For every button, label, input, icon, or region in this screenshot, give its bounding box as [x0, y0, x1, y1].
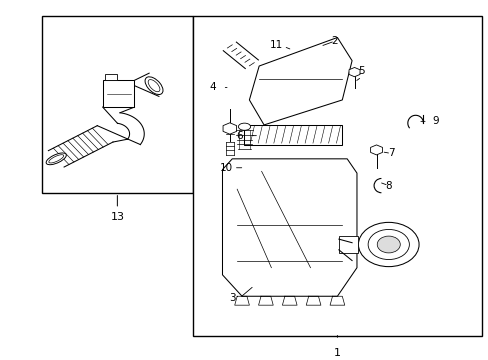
Bar — [193, 16, 481, 336]
Bar — [338, 235, 358, 253]
Polygon shape — [249, 37, 351, 125]
Text: 10: 10 — [219, 163, 232, 173]
Text: 11: 11 — [269, 40, 283, 50]
Ellipse shape — [148, 80, 160, 92]
Bar — [105, 74, 117, 80]
Circle shape — [358, 222, 418, 267]
Text: 9: 9 — [431, 116, 438, 126]
Ellipse shape — [46, 153, 66, 165]
Text: 2: 2 — [331, 36, 338, 46]
Text: 5: 5 — [358, 66, 365, 76]
Bar — [41, 16, 193, 193]
Circle shape — [367, 229, 408, 260]
Polygon shape — [222, 159, 356, 296]
Text: 1: 1 — [333, 348, 340, 358]
Bar — [244, 125, 342, 145]
Text: 3: 3 — [228, 293, 235, 303]
Text: 8: 8 — [385, 181, 391, 190]
Text: 13: 13 — [110, 212, 124, 222]
Text: 7: 7 — [387, 148, 394, 158]
Bar — [102, 80, 134, 107]
Ellipse shape — [238, 123, 250, 130]
Ellipse shape — [145, 77, 163, 95]
Circle shape — [376, 236, 400, 253]
Text: 4: 4 — [209, 82, 216, 93]
Text: 6: 6 — [236, 131, 243, 141]
Ellipse shape — [49, 155, 63, 163]
